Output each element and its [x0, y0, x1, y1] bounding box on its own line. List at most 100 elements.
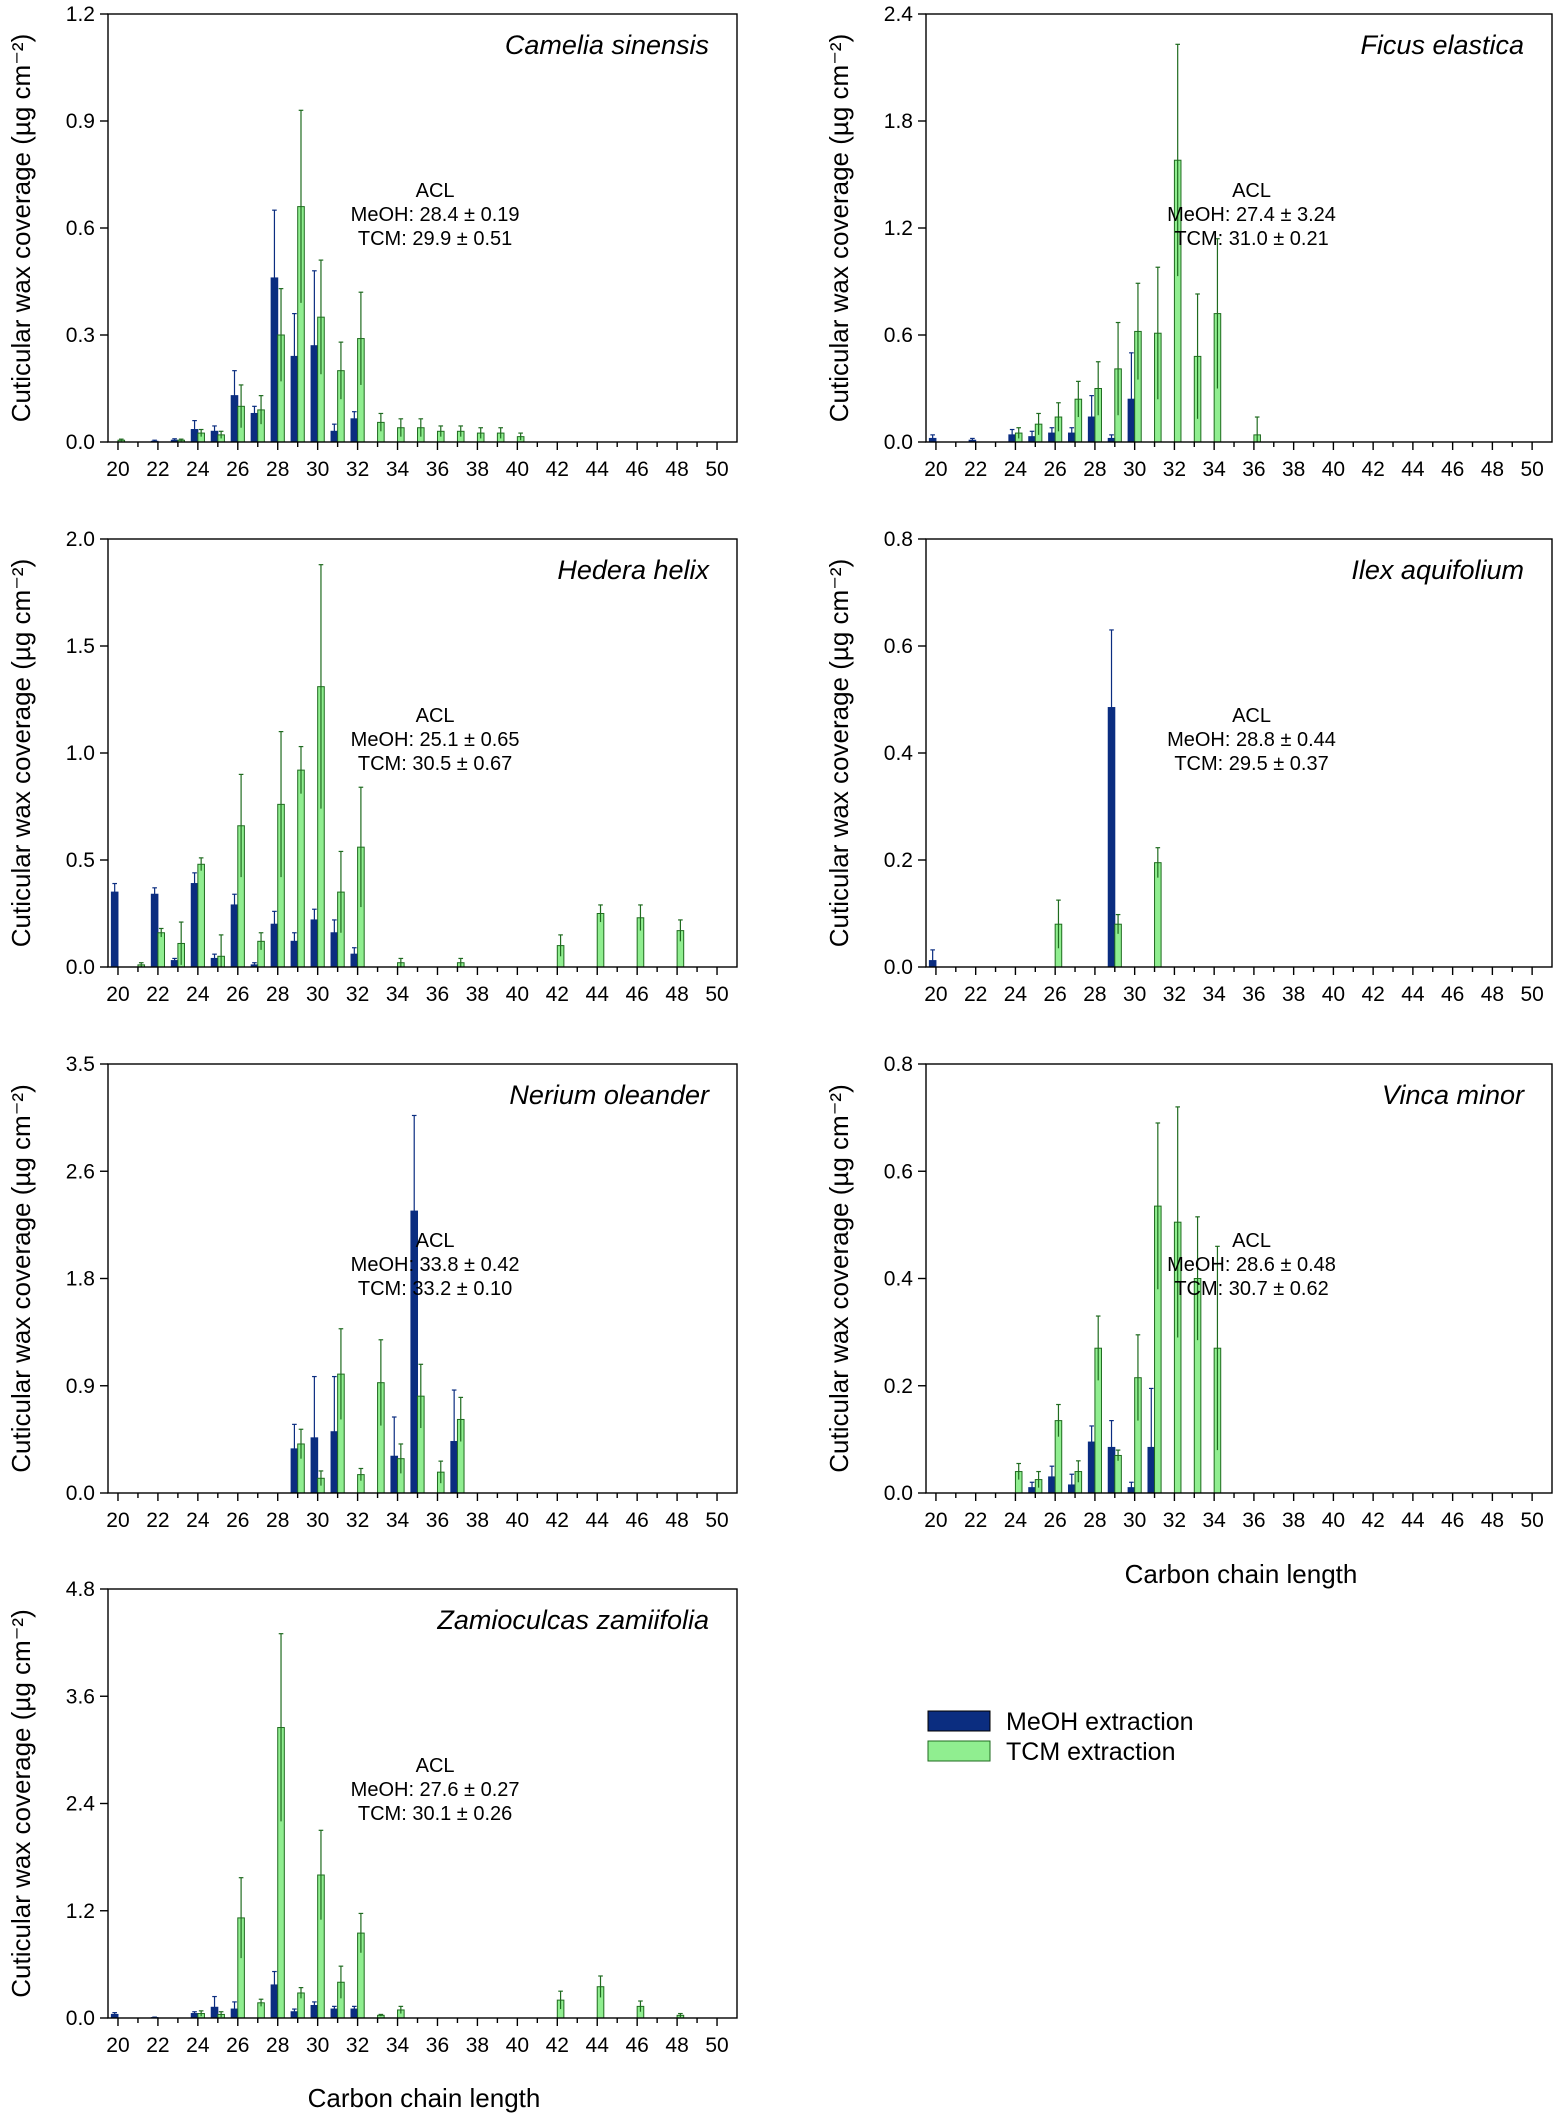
panel-title: Ficus elastica — [1360, 30, 1524, 60]
panel-title: Nerium oleander — [509, 1080, 710, 1110]
x-tick-label: 48 — [665, 2034, 688, 2057]
tcm-bar — [197, 863, 205, 968]
x-tick-label: 46 — [1441, 983, 1464, 1006]
panel-title: Vinca minor — [1382, 1080, 1525, 1110]
x-tick-label: 40 — [1322, 458, 1345, 481]
legend-swatch-meoh — [927, 1710, 991, 1732]
panel-title: Ilex aquifolium — [1351, 555, 1524, 585]
x-tick-label: 46 — [625, 1509, 648, 1532]
x-tick-label: 22 — [964, 1509, 987, 1532]
x-tick-label: 48 — [1481, 1509, 1504, 1532]
y-tick-label: 3.6 — [66, 1685, 95, 1708]
x-tick-label: 24 — [186, 1509, 210, 1532]
x-tick-label: 20 — [106, 2034, 129, 2057]
x-tick-label: 36 — [426, 983, 449, 1006]
y-tick-label: 1.2 — [66, 3, 95, 26]
x-tick-label: 48 — [665, 983, 688, 1006]
y-tick-label: 3.5 — [66, 1053, 95, 1076]
x-tick-label: 30 — [306, 1509, 329, 1532]
x-tick-label: 46 — [625, 458, 648, 481]
x-tick-label: 46 — [625, 2034, 648, 2057]
y-tick-label: 2.6 — [66, 1160, 95, 1183]
x-tick-label: 48 — [665, 458, 688, 481]
x-tick-label: 50 — [705, 983, 728, 1006]
acl-meoh: MeOH: 27.6 ± 0.27 — [351, 1779, 520, 1801]
x-tick-label: 34 — [386, 458, 410, 481]
x-tick-label: 30 — [1123, 983, 1146, 1006]
acl-meoh: MeOH: 28.8 ± 0.44 — [1167, 729, 1336, 751]
y-tick-label: 0.0 — [884, 1482, 913, 1505]
y-tick-label: 0.5 — [66, 849, 95, 872]
y-axis-title: Cuticular wax coverage (µg cm⁻²) — [6, 34, 36, 422]
x-tick-label: 22 — [146, 2034, 169, 2057]
x-tick-label: 42 — [1361, 458, 1384, 481]
x-tick-label: 20 — [924, 1509, 947, 1532]
x-tick-label: 42 — [1361, 983, 1384, 1006]
chart-panel-6: 0.0 1.2 2.4 3.6 4.8 20 22 24 26 28 30 32 34 36 38 40 42 4… — [6, 1578, 738, 2057]
y-tick-label: 4.8 — [66, 1578, 95, 1601]
x-tick-label: 22 — [146, 458, 169, 481]
x-tick-label: 34 — [1202, 983, 1226, 1006]
y-tick-label: 0.2 — [884, 849, 913, 872]
x-tick-label: 26 — [226, 983, 249, 1006]
x-tick-label: 32 — [346, 1509, 369, 1532]
y-axis-title: Cuticular wax coverage (µg cm⁻²) — [6, 559, 36, 947]
chart-panel-2: 0.0 0.5 1.0 1.5 2.0 20 22 24 26 28 30 32 34 36 38 40 42 4… — [6, 528, 738, 1006]
x-tick-label: 36 — [1242, 983, 1265, 1006]
acl-tcm: TCM: 30.7 ± 0.62 — [1174, 1278, 1328, 1300]
x-tick-label: 50 — [705, 1509, 728, 1532]
x-tick-label: 38 — [466, 2034, 489, 2057]
x-tick-label: 30 — [306, 983, 329, 1006]
x-tick-label: 20 — [106, 458, 129, 481]
y-tick-label: 2.0 — [66, 528, 95, 551]
acl-tcm: TCM: 30.5 ± 0.67 — [358, 753, 512, 775]
acl-meoh: MeOH: 25.1 ± 0.65 — [351, 729, 520, 751]
y-axis-title: Cuticular wax coverage (µg cm⁻²) — [824, 34, 854, 422]
x-tick-label: 38 — [466, 983, 489, 1006]
x-tick-label: 30 — [1123, 1509, 1146, 1532]
chart-panel-3: 0.0 0.2 0.4 0.6 0.8 20 22 24 26 28 30 32 34 36 38 40 42 4… — [824, 528, 1553, 1006]
y-tick-label: 0.3 — [66, 324, 95, 347]
x-tick-label: 46 — [625, 983, 648, 1006]
panel-title: Camelia sinensis — [505, 30, 709, 60]
tcm-bar — [1114, 1454, 1122, 1494]
x-tick-label: 36 — [1242, 1509, 1265, 1532]
x-tick-label: 44 — [586, 983, 610, 1006]
y-tick-label: 1.2 — [884, 217, 913, 240]
x-tick-label: 50 — [1520, 458, 1543, 481]
x-tick-label: 32 — [1163, 983, 1186, 1006]
y-axis-title: Cuticular wax coverage (µg cm⁻²) — [6, 1084, 36, 1472]
x-axis-title-bottom: Carbon chain length — [308, 2083, 541, 2113]
x-tick-label: 50 — [1520, 983, 1543, 1006]
chart-panel-0: 0.0 0.3 0.6 0.9 1.2 20 22 24 26 28 30 32 34 36 38 40 42 4… — [6, 3, 738, 481]
meoh-bar — [190, 883, 199, 968]
tcm-bar — [1154, 862, 1162, 968]
x-tick-label: 38 — [1282, 458, 1305, 481]
x-tick-label: 40 — [506, 983, 529, 1006]
y-tick-label: 0.2 — [884, 1375, 913, 1398]
x-tick-label: 20 — [106, 1509, 129, 1532]
y-tick-label: 0.4 — [884, 742, 914, 765]
legend-label-meoh: MeOH extraction — [1006, 1708, 1194, 1736]
acl-heading: ACL — [1232, 180, 1271, 202]
acl-tcm: TCM: 33.2 ± 0.10 — [358, 1278, 512, 1300]
y-tick-label: 0.0 — [66, 2007, 95, 2030]
x-tick-label: 50 — [1520, 1509, 1543, 1532]
x-tick-label: 28 — [1083, 1509, 1106, 1532]
acl-meoh: MeOH: 27.4 ± 3.24 — [1167, 204, 1336, 226]
x-tick-label: 42 — [1361, 1509, 1384, 1532]
x-tick-label: 28 — [266, 1509, 289, 1532]
x-tick-label: 34 — [1202, 1509, 1226, 1532]
x-tick-label: 50 — [705, 458, 728, 481]
x-tick-label: 44 — [586, 458, 610, 481]
x-tick-label: 36 — [426, 458, 449, 481]
meoh-bar — [150, 893, 159, 968]
x-tick-label: 38 — [1282, 1509, 1305, 1532]
x-tick-label: 44 — [586, 2034, 610, 2057]
y-tick-label: 0.0 — [66, 956, 95, 979]
x-tick-label: 24 — [1004, 1509, 1028, 1532]
acl-tcm: TCM: 29.5 ± 0.37 — [1174, 753, 1328, 775]
x-tick-label: 24 — [1004, 983, 1028, 1006]
y-tick-label: 0.0 — [884, 956, 913, 979]
